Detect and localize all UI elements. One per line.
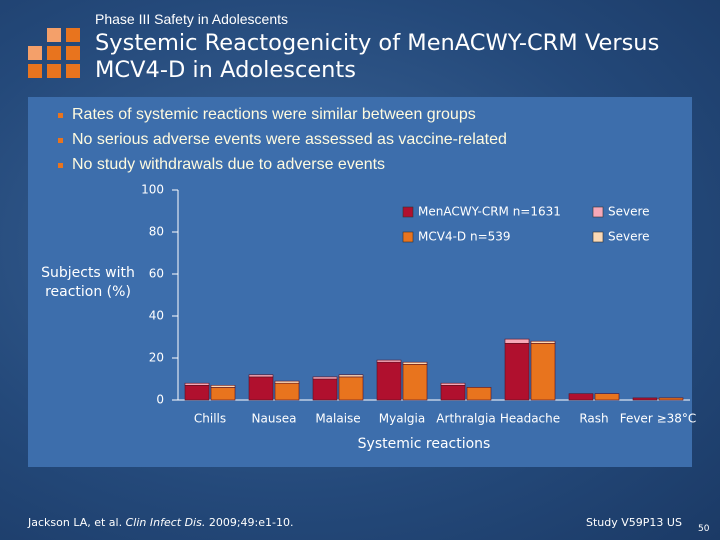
x-tick-label: Malaise (315, 412, 360, 426)
citation-ref: 2009;49:e1-10. (205, 516, 294, 529)
bar-segment (210, 387, 236, 401)
bar-segment (530, 340, 556, 344)
bar-segment (402, 363, 428, 401)
bar-segment (568, 393, 594, 401)
bar-segment (338, 374, 364, 378)
bar-segment (530, 342, 556, 401)
bar-segment (504, 338, 530, 344)
bar-segment (376, 361, 402, 401)
y-tick-label: 100 (141, 183, 164, 197)
logo (28, 28, 80, 78)
content-panel (28, 97, 692, 467)
y-tick-label: 20 (149, 351, 164, 365)
bar-segment (210, 384, 236, 388)
x-tick-label: Chills (194, 412, 226, 426)
y-tick-label: 60 (149, 267, 164, 281)
citation: Jackson LA, et al. Clin Infect Dis. 2009… (28, 516, 293, 529)
bar-segment (594, 393, 620, 401)
bar-segment (312, 378, 338, 401)
bar-segment (440, 384, 466, 401)
bar-segment (632, 397, 658, 401)
x-tick-label: Myalgia (379, 412, 425, 426)
legend-swatch (592, 206, 604, 218)
bar-segment (658, 397, 684, 401)
bar-segment (248, 376, 274, 401)
bar-segment (376, 359, 402, 363)
bar-segment (312, 376, 338, 380)
legend-label: MCV4-D n=539 (418, 230, 511, 244)
x-tick-label: Headache (500, 412, 560, 426)
citation-journal: Clin Infect Dis. (125, 516, 206, 529)
x-tick-label: Rash (579, 412, 608, 426)
y-tick-label: 80 (149, 225, 164, 239)
bar-segment (466, 387, 492, 401)
bar-segment (274, 382, 300, 401)
x-tick-label: Fever ≥38°C (620, 412, 697, 426)
bar-segment (402, 361, 428, 365)
bullet: Rates of systemic reactions were similar… (58, 106, 476, 123)
bar-segment (184, 384, 210, 401)
bar-segment (440, 382, 466, 386)
y-tick-label: 0 (156, 393, 164, 407)
bar-segment (338, 376, 364, 401)
bullet: No serious adverse events were assessed … (58, 131, 507, 148)
bar-segment (274, 380, 300, 384)
legend-swatch (402, 206, 414, 218)
legend-swatch (592, 231, 604, 243)
legend-swatch (402, 231, 414, 243)
legend-label: MenACWY-CRM n=1631 (418, 205, 561, 219)
x-axis-label: Systemic reactions (357, 436, 491, 452)
x-tick-label: Nausea (252, 412, 297, 426)
x-tick-label: Arthralgia (436, 412, 495, 426)
y-axis-label: Subjects with reaction (%) (41, 265, 135, 300)
legend-label: Severe (608, 205, 650, 219)
bullet: No study withdrawals due to adverse even… (57, 156, 386, 173)
kicker: Phase III Safety in Adolescents (95, 11, 289, 27)
page-number: 50 (698, 524, 710, 534)
study-id: Study V59P13 US (586, 516, 682, 529)
bar-segment (184, 382, 210, 386)
y-tick-label: 40 (149, 309, 164, 323)
bar-segment (248, 374, 274, 378)
bar-segment (504, 342, 530, 401)
citation-authors: Jackson LA, et al. (28, 516, 126, 529)
title: Systemic Reactogenicity of MenACWY-CRM V… (95, 30, 660, 83)
legend-label: Severe (608, 230, 650, 244)
